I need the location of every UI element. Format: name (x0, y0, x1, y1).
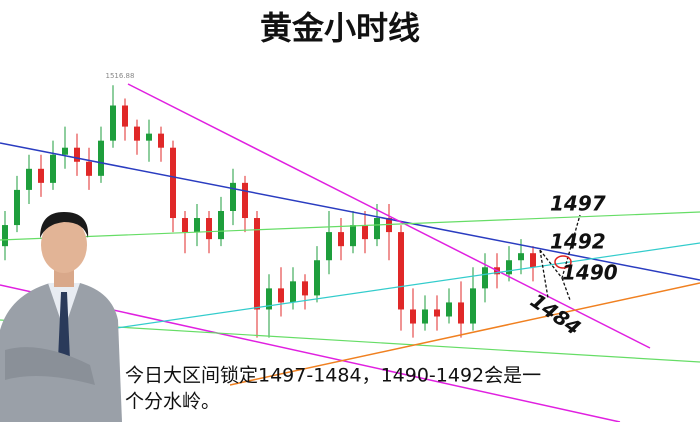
candle-body (146, 133, 152, 141)
forecast-path (539, 214, 581, 301)
candle-body (458, 302, 464, 324)
candle-body (470, 288, 476, 324)
candle-body (158, 133, 164, 148)
candle-body (194, 218, 200, 233)
candle-body (26, 168, 32, 190)
candle-body (410, 309, 416, 324)
highlight-circle (554, 255, 572, 269)
candles (2, 85, 536, 338)
candle-body (422, 309, 428, 324)
candle-body (266, 288, 272, 310)
trend-line (0, 142, 700, 281)
candle-body (530, 253, 536, 268)
candle-body (338, 232, 344, 247)
caption: 今日大区间锁定1497-1484，1490-1492会是一 (125, 365, 541, 387)
presenter (0, 212, 122, 422)
candle-body (206, 218, 212, 240)
candle-body (434, 309, 440, 317)
candle-body (134, 126, 140, 141)
candle-body (98, 140, 104, 176)
candle-body (350, 225, 356, 247)
candle-body (2, 225, 8, 247)
candle-body (74, 147, 80, 162)
candle-body (278, 288, 284, 303)
candle-body (362, 225, 368, 240)
annotation: 1492 (550, 230, 606, 254)
candle-body (482, 267, 488, 289)
candle-body (446, 302, 452, 317)
trend-line (229, 282, 700, 386)
annotation: 1497 (550, 192, 606, 216)
candle-body (314, 260, 320, 296)
candle-body (506, 260, 512, 275)
candle-body (326, 232, 332, 261)
candle-body (290, 281, 296, 303)
candle-body (50, 154, 56, 183)
candle-body (182, 218, 188, 233)
trend-line (0, 211, 700, 241)
candle-body (14, 189, 20, 226)
candle-body (398, 232, 404, 310)
candle-body (242, 182, 248, 219)
annotation: 1490 (562, 261, 618, 285)
candle-body (254, 218, 260, 310)
candle-body (374, 218, 380, 240)
candle-body (218, 211, 224, 240)
candle-body (170, 147, 176, 219)
trend-line (127, 83, 651, 349)
candle-body (62, 147, 68, 155)
candle-body (38, 168, 44, 183)
candle-body (110, 105, 116, 141)
candle-body (386, 218, 392, 233)
candle-body (302, 281, 308, 296)
peak-label: 1516.88 (106, 72, 135, 80)
candle-body (230, 182, 236, 211)
candle-body (122, 105, 128, 127)
caption: 个分水岭。 (125, 391, 220, 413)
candle-body (86, 161, 92, 176)
chart-title: 黄金小时线 (260, 9, 420, 47)
candle-body (518, 253, 524, 261)
